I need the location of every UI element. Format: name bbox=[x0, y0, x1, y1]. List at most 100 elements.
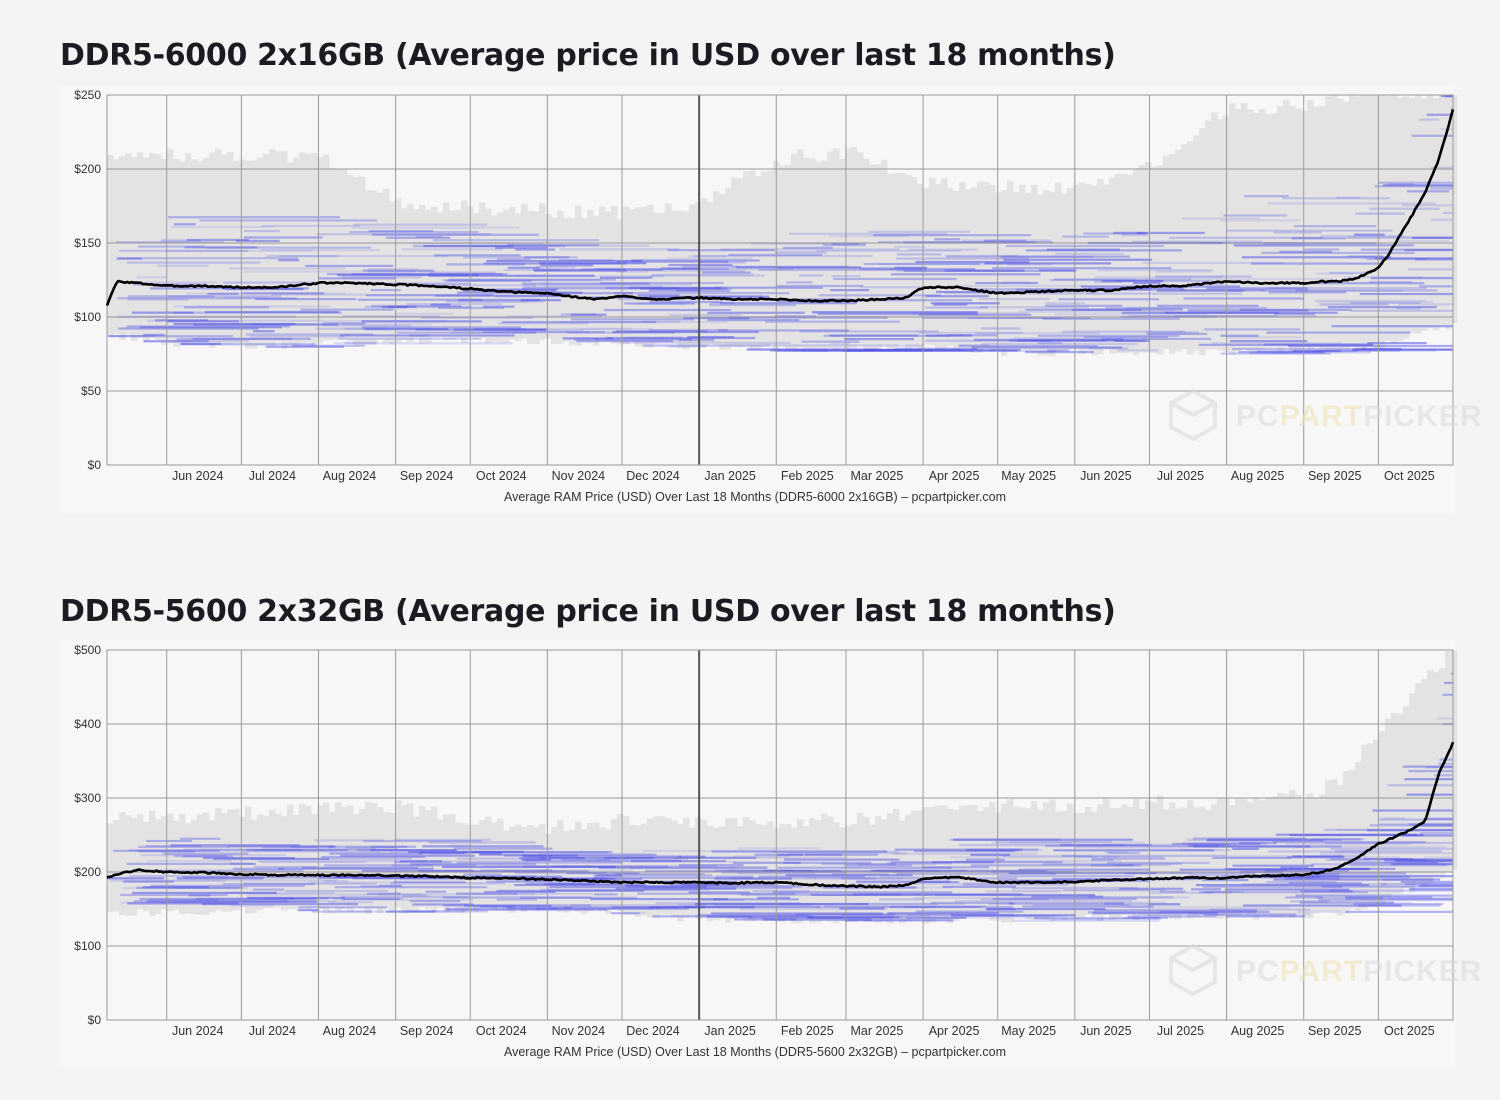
listing-streak bbox=[1160, 890, 1186, 892]
listing-streak bbox=[298, 909, 319, 911]
listing-streak bbox=[184, 306, 269, 308]
listing-streak bbox=[168, 295, 281, 297]
listing-streak bbox=[1273, 231, 1321, 233]
x-tick-label: Oct 2024 bbox=[476, 1024, 527, 1038]
listing-streak bbox=[180, 838, 220, 840]
listing-streak bbox=[1122, 234, 1148, 236]
listing-streak bbox=[1244, 195, 1289, 197]
range-band-segment bbox=[671, 211, 678, 343]
listing-streak bbox=[890, 906, 1013, 908]
listing-streak bbox=[328, 901, 374, 903]
listing-streak bbox=[1420, 832, 1453, 834]
listing-streak bbox=[207, 293, 238, 295]
range-band-segment bbox=[173, 159, 180, 347]
range-band-segment bbox=[173, 821, 180, 910]
listing-streak bbox=[1133, 282, 1161, 284]
listing-streak bbox=[974, 339, 1124, 341]
listing-streak bbox=[168, 216, 340, 218]
listing-streak bbox=[258, 860, 427, 862]
listing-streak bbox=[365, 294, 493, 296]
listing-streak bbox=[371, 849, 457, 851]
range-band-segment bbox=[1169, 802, 1176, 918]
listing-streak bbox=[757, 897, 790, 899]
listing-streak bbox=[720, 302, 857, 304]
listing-streak bbox=[352, 273, 508, 275]
listing-streak bbox=[1122, 312, 1279, 314]
range-band-segment bbox=[1133, 169, 1140, 355]
listing-streak bbox=[358, 299, 482, 301]
listing-streak bbox=[559, 248, 679, 250]
x-tick-label: Apr 2025 bbox=[929, 1024, 980, 1038]
range-band-segment bbox=[869, 165, 876, 351]
x-tick-label: Oct 2025 bbox=[1384, 469, 1435, 483]
listing-streak bbox=[371, 289, 401, 291]
listing-streak bbox=[643, 344, 769, 346]
listing-streak bbox=[1251, 263, 1383, 265]
listing-streak bbox=[438, 307, 504, 309]
listing-streak bbox=[127, 863, 256, 865]
listing-streak bbox=[724, 342, 791, 344]
listing-streak bbox=[934, 238, 960, 240]
listing-streak bbox=[174, 312, 342, 314]
listing-streak bbox=[179, 343, 314, 345]
listing-streak bbox=[484, 891, 556, 893]
listing-streak bbox=[1367, 342, 1426, 344]
listing-streak bbox=[563, 337, 613, 339]
chart-block-1: DDR5-6000 2x16GB (Average price in USD o… bbox=[0, 0, 1500, 540]
range-band-segment bbox=[1097, 179, 1104, 354]
listing-streak bbox=[1393, 834, 1453, 836]
listing-streak bbox=[1398, 303, 1453, 305]
listing-streak bbox=[278, 868, 433, 870]
listing-streak bbox=[702, 271, 751, 273]
listing-streak bbox=[433, 239, 599, 241]
listing-streak bbox=[402, 248, 503, 250]
listing-streak bbox=[1395, 240, 1450, 242]
listing-streak bbox=[604, 309, 731, 311]
listing-streak bbox=[369, 230, 433, 232]
listing-streak bbox=[1350, 310, 1453, 312]
listing-streak bbox=[925, 334, 972, 336]
listing-streak bbox=[844, 338, 914, 340]
x-tick-label: May 2025 bbox=[1001, 1024, 1056, 1038]
range-band-segment bbox=[683, 211, 690, 349]
listing-streak bbox=[514, 884, 646, 886]
listing-streak bbox=[1427, 114, 1453, 116]
x-tick-label: Oct 2025 bbox=[1384, 1024, 1435, 1038]
listing-streak bbox=[177, 338, 293, 340]
listing-streak bbox=[353, 224, 487, 226]
range-band-segment bbox=[443, 203, 450, 341]
listing-streak bbox=[918, 881, 959, 883]
watermark-text: PCPARTPICKER bbox=[1236, 955, 1483, 988]
range-band-segment bbox=[1169, 154, 1176, 354]
listing-streak bbox=[868, 231, 970, 233]
listing-streak bbox=[507, 907, 572, 909]
range-band-segment bbox=[149, 153, 156, 337]
listing-streak bbox=[999, 875, 1134, 877]
range-band-segment bbox=[893, 173, 900, 346]
listing-streak bbox=[967, 849, 1019, 851]
listing-streak bbox=[562, 859, 610, 861]
listing-streak bbox=[137, 276, 167, 278]
y-tick-label: $200 bbox=[74, 162, 101, 176]
watermark-text: PCPARTPICKER bbox=[1236, 400, 1483, 433]
y-tick-label: $100 bbox=[74, 939, 101, 953]
listing-streak bbox=[1401, 881, 1453, 883]
listing-streak bbox=[688, 255, 727, 257]
listing-streak bbox=[394, 839, 491, 841]
range-band-segment bbox=[947, 188, 954, 346]
listing-streak bbox=[1169, 237, 1323, 239]
listing-streak bbox=[171, 226, 274, 228]
listing-streak bbox=[233, 868, 283, 870]
listing-streak bbox=[576, 340, 673, 342]
listing-streak bbox=[933, 303, 967, 305]
listing-streak bbox=[1369, 208, 1439, 210]
listing-streak bbox=[203, 857, 295, 859]
listing-streak bbox=[1409, 888, 1453, 890]
listing-streak bbox=[365, 328, 449, 330]
listing-streak bbox=[1233, 865, 1314, 867]
listing-streak bbox=[590, 898, 728, 900]
listing-streak bbox=[246, 333, 373, 335]
range-band-segment bbox=[389, 201, 396, 345]
listing-streak bbox=[1358, 905, 1440, 907]
